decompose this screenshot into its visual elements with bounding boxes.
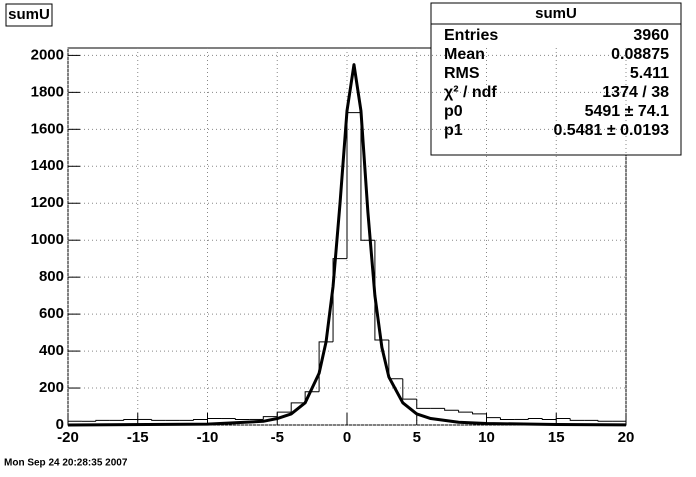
stats-value: 0.5481 ± 0.0193	[553, 122, 669, 139]
stats-label: Entries	[444, 27, 498, 44]
histogram-bin	[458, 410, 473, 413]
histogram-bin	[402, 378, 417, 400]
histogram-bin	[234, 418, 250, 420]
x-tick-label: -10	[197, 429, 219, 446]
histogram-bin	[555, 418, 571, 420]
histogram-bin	[416, 399, 431, 409]
stats-label: Mean	[444, 46, 485, 63]
x-tick-label: 15	[548, 429, 565, 446]
histogram-bin	[304, 391, 320, 403]
stats-title: sumU	[535, 5, 577, 22]
y-tick-label: 1600	[31, 120, 64, 137]
histogram-bin	[332, 258, 347, 342]
histogram-bin	[472, 412, 487, 415]
x-tick-label: 10	[478, 429, 495, 446]
x-tick-label: -15	[127, 429, 149, 446]
x-tick-label: 5	[413, 429, 421, 446]
x-tick-label: -5	[271, 429, 284, 446]
y-tick-label: 0	[56, 416, 64, 433]
histogram-bin	[290, 402, 306, 413]
title-box	[5, 3, 53, 27]
stats-value: 5491 ± 74.1	[585, 103, 670, 120]
y-tick-label: 600	[39, 305, 64, 322]
y-tick-label: 800	[39, 268, 64, 285]
x-tick-label: -20	[57, 429, 79, 446]
stats-value: 0.08875	[611, 46, 669, 63]
y-tick-label: 200	[39, 379, 64, 396]
stats-label: RMS	[444, 65, 480, 82]
histogram-bin	[276, 411, 292, 417]
histogram-bin	[207, 418, 222, 420]
histogram-bin	[95, 419, 110, 422]
y-tick-label: 1200	[31, 194, 64, 211]
histogram-bin	[444, 408, 459, 411]
histogram-bin	[486, 413, 501, 419]
histogram-bin	[151, 419, 166, 421]
y-tick-label: 1400	[31, 157, 64, 174]
histogram-bin	[123, 418, 138, 421]
stats-label: p0	[444, 103, 463, 120]
y-tick-label: 1800	[31, 83, 64, 100]
stats-value: 3960	[633, 27, 669, 44]
fit-curve	[67, 63, 627, 427]
histogram-bin	[597, 420, 613, 422]
histogram-bin	[569, 418, 585, 421]
y-tick-label: 2000	[31, 46, 64, 63]
x-tick-label: 20	[618, 429, 635, 446]
y-tick-label: 1000	[31, 231, 64, 248]
stats-label: χ² / ndf	[444, 84, 497, 101]
histogram-bin	[374, 240, 389, 341]
histogram-bin	[527, 418, 543, 420]
histogram-bin	[541, 418, 557, 420]
histogram-bin	[193, 418, 208, 421]
histogram-bin	[262, 416, 278, 420]
stats-value: 1374 / 38	[602, 84, 669, 101]
stats-label: p1	[444, 122, 463, 139]
chart-title: sumU	[8, 6, 50, 23]
stats-value: 5.411	[630, 65, 669, 82]
histogram-bin	[499, 417, 515, 420]
timestamp: Mon Sep 24 20:28:35 2007	[4, 458, 128, 469]
x-tick-label: 0	[343, 429, 351, 446]
y-tick-label: 400	[39, 342, 64, 359]
